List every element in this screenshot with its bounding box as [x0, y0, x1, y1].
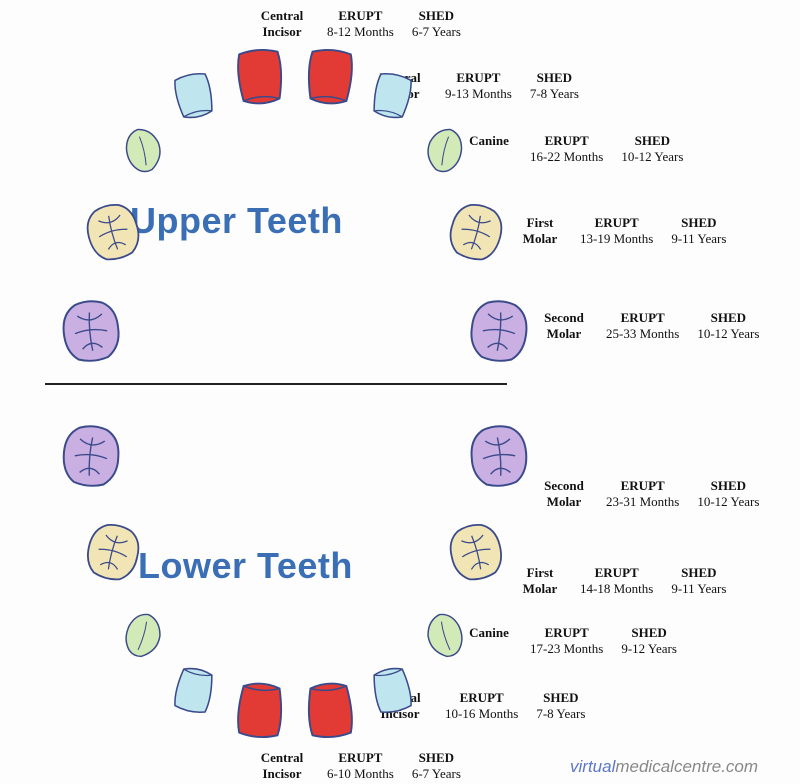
- upper-canine-icon: [415, 115, 475, 185]
- lower-first_molar-icon: [441, 514, 512, 590]
- tooth-name: SecondMolar: [540, 478, 588, 509]
- upper-first_molar-row: FirstMolar ERUPT13-19 Months SHED9-11 Year…: [518, 215, 726, 246]
- tooth-name: CentralIncisor: [255, 750, 309, 781]
- upper-central_incisor-icon: [298, 44, 362, 110]
- upper-central_incisor-icon: [228, 44, 292, 110]
- lower-central_incisor-icon: [228, 678, 292, 742]
- lower-second_molar-icon: [57, 417, 125, 494]
- source-watermark: virtualmedicalcentre.com: [570, 757, 758, 777]
- arch-divider: [45, 383, 507, 385]
- tooth-name: FirstMolar: [518, 565, 562, 596]
- erupt-col: ERUPT8-12 Months: [327, 8, 394, 39]
- erupt-col: ERUPT23-31 Months: [606, 478, 679, 509]
- tooth-name: CentralIncisor: [255, 8, 309, 39]
- lower-second_molar-row: SecondMolar ERUPT23-31 Months SHED10-12 Ye…: [540, 478, 759, 509]
- watermark-main: medicalcentre: [615, 757, 721, 776]
- upper-first_molar-icon: [441, 194, 512, 270]
- watermark-prefix: virtual: [570, 757, 615, 776]
- shed-col: SHED9-12 Years: [621, 625, 677, 656]
- erupt-col: ERUPT16-22 Months: [530, 133, 603, 164]
- erupt-col: ERUPT10-16 Months: [445, 690, 518, 721]
- upper-lateral_incisor-icon: [165, 64, 224, 129]
- erupt-col: ERUPT9-13 Months: [445, 70, 512, 101]
- erupt-col: ERUPT6-10 Months: [327, 750, 394, 781]
- upper-canine-row: Canine ERUPT16-22 Months SHED10-12 Years: [466, 133, 683, 164]
- shed-col: SHED10-12 Years: [697, 310, 759, 341]
- watermark-suffix: .com: [721, 757, 758, 776]
- lower-central_incisor-icon: [298, 678, 362, 742]
- erupt-col: ERUPT13-19 Months: [580, 215, 653, 246]
- upper-teeth-title: Upper Teeth: [130, 200, 343, 242]
- shed-col: SHED9-11 Years: [671, 215, 726, 246]
- upper-second_molar-icon: [57, 292, 125, 369]
- lower-teeth-title: Lower Teeth: [138, 545, 353, 587]
- shed-col: SHED10-12 Years: [697, 478, 759, 509]
- tooth-name: Canine: [466, 625, 512, 641]
- shed-col: SHED6-7 Years: [412, 8, 461, 39]
- lower-canine-icon: [113, 600, 173, 670]
- shed-col: SHED7-8 Years: [536, 690, 585, 721]
- tooth-name: SecondMolar: [540, 310, 588, 341]
- erupt-col: ERUPT25-33 Months: [606, 310, 679, 341]
- upper-second_molar-icon: [465, 292, 533, 369]
- upper-second_molar-row: SecondMolar ERUPT25-33 Months SHED10-12 Ye…: [540, 310, 759, 341]
- lower-first_molar-row: FirstMolar ERUPT14-18 Months SHED9-11 Year…: [518, 565, 726, 596]
- tooth-name: Canine: [466, 133, 512, 149]
- shed-col: SHED7-8 Years: [530, 70, 579, 101]
- erupt-col: ERUPT14-18 Months: [580, 565, 653, 596]
- lower-central_incisor-row: CentralIncisor ERUPT6-10 Months SHED6-7 Ye…: [255, 750, 461, 781]
- lower-canine-row: Canine ERUPT17-23 Months SHED9-12 Years: [466, 625, 677, 656]
- lower-canine-icon: [415, 600, 475, 670]
- lower-lateral_incisor-icon: [165, 658, 224, 723]
- tooth-name: FirstMolar: [518, 215, 562, 246]
- upper-lateral_incisor-icon: [363, 64, 422, 129]
- upper-central_incisor-row: CentralIncisor ERUPT8-12 Months SHED6-7 Ye…: [255, 8, 461, 39]
- erupt-col: ERUPT17-23 Months: [530, 625, 603, 656]
- shed-col: SHED10-12 Years: [621, 133, 683, 164]
- upper-canine-icon: [113, 115, 173, 185]
- shed-col: SHED9-11 Years: [671, 565, 726, 596]
- lower-second_molar-icon: [465, 417, 533, 494]
- shed-col: SHED6-7 Years: [412, 750, 461, 781]
- lower-lateral_incisor-icon: [363, 658, 422, 723]
